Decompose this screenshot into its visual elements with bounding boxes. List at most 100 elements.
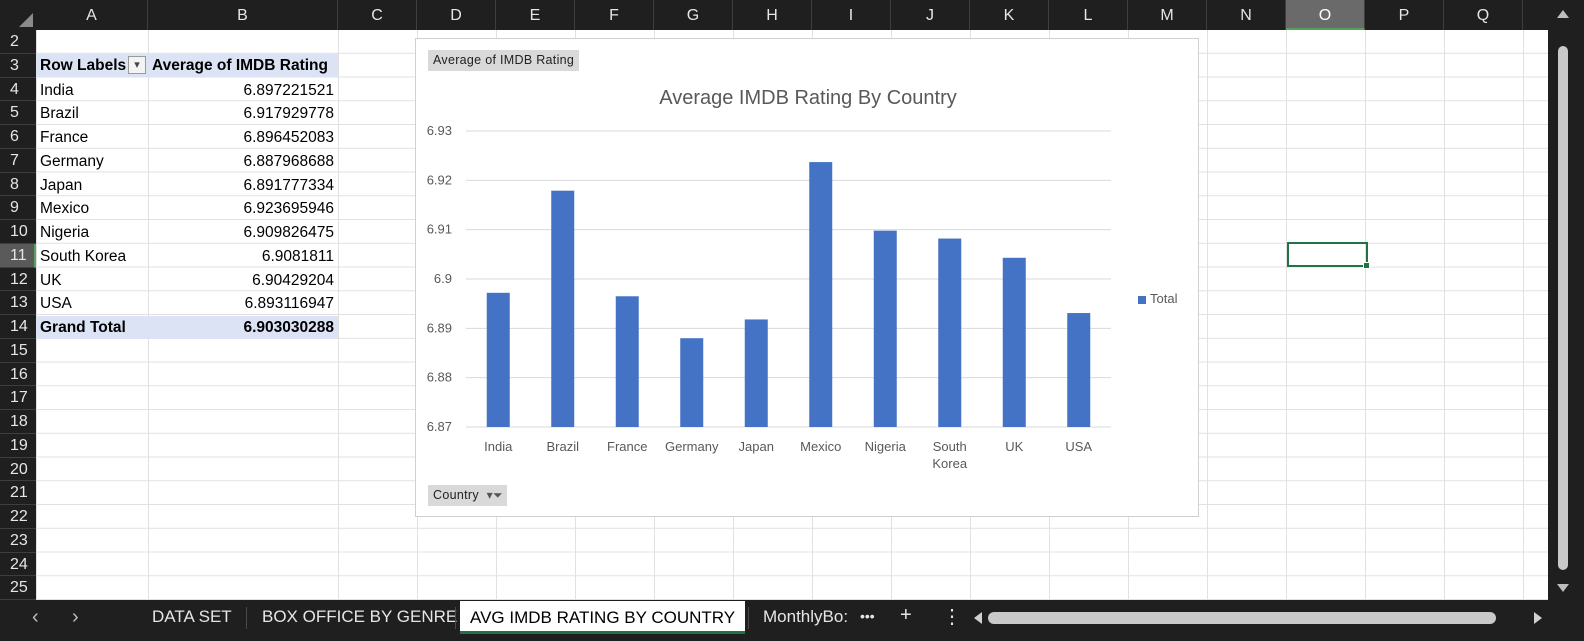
pivot-row-label[interactable]: UK <box>40 271 62 289</box>
pivot-row-value[interactable]: 6.893116947 <box>244 295 334 313</box>
sheet-tab-data-set[interactable]: DATA SET <box>152 607 232 626</box>
row-header-16[interactable]: 16 <box>0 363 36 387</box>
row-header-24[interactable]: 24 <box>0 553 36 577</box>
bar-brazil[interactable] <box>551 190 575 427</box>
axis-field-button[interactable]: Country ▾⏷ <box>428 485 507 506</box>
horizontal-scrollbar[interactable] <box>974 612 1546 624</box>
pivot-row-label[interactable]: India <box>40 81 74 99</box>
row-header-10[interactable]: 10 <box>0 220 36 244</box>
column-header-e[interactable]: E <box>496 0 575 30</box>
scroll-down-icon[interactable] <box>1557 584 1569 592</box>
bar-germany[interactable] <box>680 338 704 427</box>
row-header-21[interactable]: 21 <box>0 481 36 505</box>
pivot-header-value[interactable]: Average of IMDB Rating <box>148 54 338 77</box>
select-all-button[interactable] <box>0 0 36 30</box>
bar-usa[interactable] <box>1067 313 1091 427</box>
pivot-row-value[interactable]: 6.909826475 <box>243 224 334 241</box>
sheet-tab-box-office-by-genre[interactable]: BOX OFFICE BY GENRE <box>262 607 458 626</box>
row-header-17[interactable]: 17 <box>0 386 36 410</box>
scroll-up-icon[interactable] <box>1557 10 1569 18</box>
row-header-11[interactable]: 11 <box>0 243 36 268</box>
fill-handle[interactable] <box>1363 262 1370 269</box>
row-header-15[interactable]: 15 <box>0 339 36 363</box>
filter-dropdown-icon[interactable]: ▾ <box>128 56 146 74</box>
pivot-row-value[interactable]: 6.887968688 <box>243 152 334 170</box>
column-header-a[interactable]: A <box>36 0 148 30</box>
pivot-row-label[interactable]: USA <box>40 295 72 313</box>
pivot-row-value[interactable]: 6.923695946 <box>243 200 334 218</box>
pivot-grand-total-label[interactable]: Grand Total <box>36 316 148 339</box>
pivot-chart[interactable]: Average of IMDB Rating Average IMDB Rati… <box>415 38 1199 517</box>
vertical-scroll-thumb[interactable] <box>1558 46 1568 570</box>
pivot-row-value[interactable]: 6.891777334 <box>243 176 334 194</box>
column-header-i[interactable]: I <box>812 0 891 30</box>
column-header-m[interactable]: M <box>1128 0 1207 30</box>
row-header-7[interactable]: 7 <box>0 149 36 173</box>
bar-nigeria[interactable] <box>873 230 897 427</box>
active-cell-selection[interactable] <box>1287 242 1370 269</box>
row-header-8[interactable]: 8 <box>0 173 36 197</box>
row-header-4[interactable]: 4 <box>0 78 36 102</box>
row-header-14[interactable]: 14 <box>0 315 36 339</box>
next-sheet-icon[interactable]: › <box>72 606 79 628</box>
column-header-c[interactable]: C <box>338 0 417 30</box>
prev-sheet-icon[interactable]: ‹ <box>32 606 39 628</box>
pivot-row-label[interactable]: France <box>40 129 89 146</box>
value-field-button[interactable]: Average of IMDB Rating <box>428 50 580 71</box>
column-header-b[interactable]: B <box>148 0 338 30</box>
row-header-19[interactable]: 19 <box>0 434 36 458</box>
pivot-row-label[interactable]: Germany <box>40 152 104 170</box>
row-header-6[interactable]: 6 <box>0 125 36 149</box>
pivot-header-row-labels[interactable]: Row Labels <box>36 54 148 77</box>
add-sheet-icon[interactable]: + <box>900 604 912 626</box>
row-header-23[interactable]: 23 <box>0 529 36 553</box>
pivot-row-label[interactable]: Nigeria <box>40 224 90 241</box>
column-header-h[interactable]: H <box>733 0 812 30</box>
pivot-row-value[interactable]: 6.9081811 <box>261 247 334 265</box>
bar-mexico[interactable] <box>809 162 833 427</box>
bar-india[interactable] <box>486 292 510 427</box>
column-header-q[interactable]: Q <box>1444 0 1523 30</box>
column-header-f[interactable]: F <box>575 0 654 30</box>
column-header-k[interactable]: K <box>970 0 1049 30</box>
pivot-row-value[interactable]: 6.897221521 <box>243 81 334 99</box>
row-header-22[interactable]: 22 <box>0 505 36 529</box>
column-header-l[interactable]: L <box>1049 0 1128 30</box>
column-header-d[interactable]: D <box>417 0 496 30</box>
bar-france[interactable] <box>615 296 639 427</box>
column-header-p[interactable]: P <box>1365 0 1444 30</box>
bar-south-korea[interactable] <box>938 238 962 427</box>
pivot-row-label[interactable]: South Korea <box>40 247 127 265</box>
row-header-5[interactable]: 5 <box>0 101 36 125</box>
sheet-options-icon[interactable]: ⋮ <box>942 606 962 628</box>
row-header-2[interactable]: 2 <box>0 30 36 54</box>
sheet-tab-monthlybo[interactable]: MonthlyBo: <box>763 607 849 626</box>
pivot-row-label[interactable]: Brazil <box>40 105 79 123</box>
more-sheets-icon[interactable]: ••• <box>860 608 875 624</box>
row-header-13[interactable]: 13 <box>0 291 36 315</box>
pivot-grand-total-value[interactable]: 6.903030288 <box>148 316 338 339</box>
pivot-row-label[interactable]: Mexico <box>40 200 90 218</box>
column-header-n[interactable]: N <box>1207 0 1286 30</box>
row-header-12[interactable]: 12 <box>0 268 36 292</box>
scroll-left-icon[interactable] <box>974 612 982 624</box>
row-header-18[interactable]: 18 <box>0 410 36 434</box>
sheet-tab-avg-imdb-rating-by-country[interactable]: AVG IMDB RATING BY COUNTRY <box>460 601 746 634</box>
pivot-row-value[interactable]: 6.917929778 <box>243 105 334 123</box>
row-header-20[interactable]: 20 <box>0 458 36 482</box>
row-header-9[interactable]: 9 <box>0 196 36 220</box>
row-header-3[interactable]: 3 <box>0 54 36 78</box>
column-header-g[interactable]: G <box>654 0 733 30</box>
pivot-row-label[interactable]: Japan <box>40 176 83 194</box>
bar-japan[interactable] <box>744 319 768 427</box>
pivot-row-value[interactable]: 6.896452083 <box>243 129 334 146</box>
pivot-row-value[interactable]: 6.90429204 <box>252 271 334 289</box>
column-header-j[interactable]: J <box>891 0 970 30</box>
bar-uk[interactable] <box>1002 257 1026 427</box>
horizontal-scroll-thumb[interactable] <box>988 612 1496 624</box>
chart-title: Average IMDB Rating By Country <box>659 87 957 109</box>
scroll-right-icon[interactable] <box>1534 612 1542 624</box>
row-header-25[interactable]: 25 <box>0 576 36 600</box>
vertical-scrollbar[interactable] <box>1548 0 1584 600</box>
column-header-o[interactable]: O <box>1286 0 1365 30</box>
